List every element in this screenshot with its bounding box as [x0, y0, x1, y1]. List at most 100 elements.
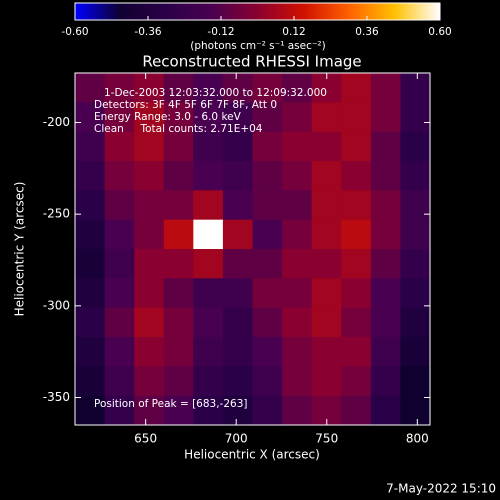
heatmap-cell — [341, 190, 372, 221]
heatmap-cell — [252, 395, 283, 426]
colorbar-label: (photons cm⁻² s⁻¹ asec⁻²) — [190, 40, 325, 52]
colorbar-tick-label: -0.60 — [61, 26, 88, 38]
heatmap-cell — [370, 219, 401, 250]
heatmap-cell — [370, 307, 401, 338]
annotation: Detectors: 3F 4F 5F 6F 7F 8F, Att 0 — [94, 99, 277, 111]
annotation: Position of Peak = [683,-263] — [94, 398, 248, 410]
heatmap-cell — [134, 337, 165, 367]
heatmap-cell — [341, 73, 372, 103]
heatmap-cell — [134, 219, 165, 250]
heatmap-cell — [163, 102, 194, 133]
y-tick-label: -250 — [43, 207, 70, 221]
heatmap-cell — [193, 395, 224, 426]
heatmap-cell — [75, 102, 106, 133]
heatmap-cell — [75, 219, 106, 250]
heatmap-cell — [104, 219, 135, 250]
heatmap-cell — [311, 366, 342, 397]
heatmap-cell — [163, 337, 194, 367]
heatmap-cell — [222, 249, 253, 279]
heatmap-cell — [341, 278, 372, 309]
heatmap-cell — [370, 395, 401, 426]
heatmap-cell — [193, 249, 224, 279]
heatmap-cell — [75, 190, 106, 221]
annotation: Clean Total counts: 2.71E+04 — [94, 123, 263, 135]
plot-frame — [74, 72, 431, 426]
heatmap-cell — [282, 102, 313, 133]
heatmap-cell — [134, 278, 165, 309]
heatmap-cell — [311, 102, 342, 133]
heatmap-cell — [222, 161, 253, 191]
heatmap-cell — [193, 190, 224, 221]
heatmap-cell — [134, 131, 165, 162]
annotation: Energy Range: 3.0 - 6.0 keV — [94, 111, 242, 123]
heatmap-cell — [282, 161, 313, 191]
heatmap-cell — [252, 131, 283, 162]
heatmap-cell — [341, 102, 372, 133]
heatmap-cell — [341, 219, 372, 250]
heatmap-cell — [193, 73, 224, 103]
y-tick-label: -200 — [43, 115, 70, 129]
heatmap-cell — [311, 307, 342, 338]
heatmap-cell — [222, 278, 253, 309]
heatmap-cell — [104, 190, 135, 221]
y-tick-label: -300 — [43, 298, 70, 312]
heatmap-cell — [193, 102, 224, 133]
heatmap-cell — [282, 131, 313, 162]
x-tick-label: 750 — [315, 432, 338, 446]
heatmap-cell — [222, 307, 253, 338]
heatmap-cell — [75, 337, 106, 367]
heatmap-cell — [282, 337, 313, 367]
heatmap-cell — [163, 395, 194, 426]
heatmap-cell — [134, 161, 165, 191]
heatmap-cell — [163, 249, 194, 279]
heatmap-cell — [252, 278, 283, 309]
heatmap-cell — [222, 131, 253, 162]
footer: 7-May-2022 15:10 — [386, 482, 496, 496]
heatmap-cell — [370, 278, 401, 309]
heatmap-cell — [193, 278, 224, 309]
heatmap-cell — [370, 161, 401, 191]
heatmap-cell — [370, 102, 401, 133]
heatmap-cell — [252, 161, 283, 191]
heatmap-cell — [400, 249, 431, 279]
heatmap-cell — [252, 73, 283, 103]
heatmap-cell — [163, 366, 194, 397]
heatmap-cell — [400, 131, 431, 162]
heatmap-cell — [193, 219, 224, 250]
heatmap-cell — [104, 366, 135, 397]
heatmap-cell — [252, 190, 283, 221]
y-tick-label: -350 — [43, 390, 70, 404]
heatmap-cell — [341, 337, 372, 367]
heatmap-cell — [75, 249, 106, 279]
heatmap-cell — [282, 366, 313, 397]
heatmap-cell — [252, 337, 283, 367]
heatmap-cell — [193, 307, 224, 338]
heatmap-cell — [163, 278, 194, 309]
heatmap-cell — [104, 73, 135, 103]
heatmap-cell — [134, 102, 165, 133]
heatmap-cell — [104, 249, 135, 279]
heatmap-cell — [400, 190, 431, 221]
heatmap-cell — [222, 219, 253, 250]
heatmap-cell — [75, 131, 106, 162]
heatmap-cell — [282, 307, 313, 338]
heatmap-cell — [311, 161, 342, 191]
heatmap-cell — [104, 278, 135, 309]
heatmap-cell — [75, 366, 106, 397]
heatmap-cell — [341, 366, 372, 397]
heatmap-cell — [400, 307, 431, 338]
colorbar-tick-label: -0.36 — [134, 26, 161, 38]
heatmap-cell — [370, 249, 401, 279]
heatmap-cell — [282, 219, 313, 250]
colorbar-tick-label: 0.60 — [428, 26, 451, 38]
annotation: 1-Dec-2003 12:03:32.000 to 12:09:32.000 — [104, 87, 327, 99]
heatmap-cell — [400, 161, 431, 191]
heatmap-cell — [282, 73, 313, 103]
heatmap-cell — [222, 395, 253, 426]
heatmap-cell — [163, 307, 194, 338]
heatmap-cell — [104, 307, 135, 338]
x-tick-label: 700 — [225, 432, 248, 446]
heatmap-cell — [193, 366, 224, 397]
heatmap-cell — [222, 190, 253, 221]
heatmap-cell — [104, 161, 135, 191]
